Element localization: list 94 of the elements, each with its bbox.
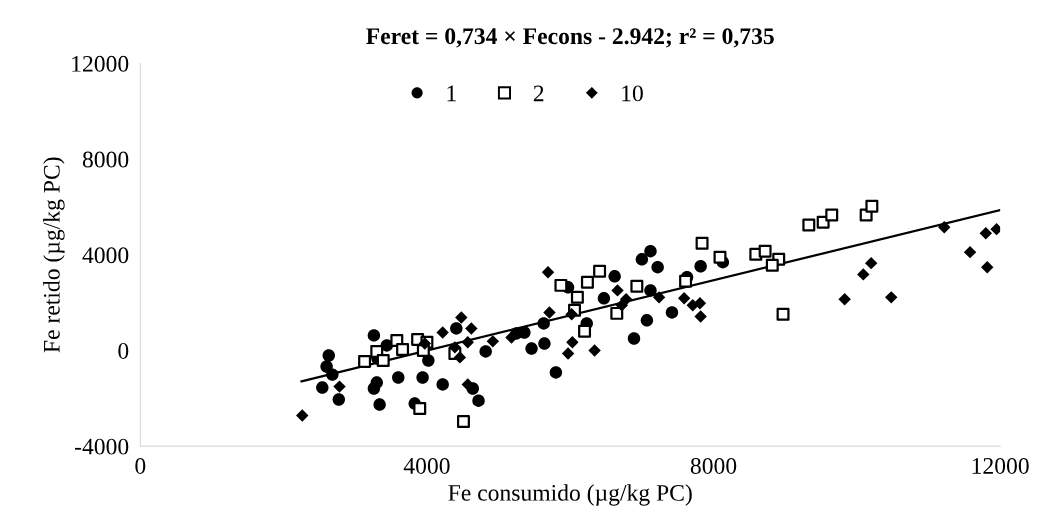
point <box>541 266 555 279</box>
legend-label: 1 <box>447 85 456 102</box>
point <box>713 250 727 264</box>
point <box>630 279 644 293</box>
point <box>644 284 657 297</box>
point <box>570 290 584 304</box>
point <box>326 368 339 381</box>
point <box>608 270 621 283</box>
point <box>979 227 993 240</box>
x-axis-title: Fe consumido (µg/kg PC) <box>448 484 692 506</box>
point <box>455 311 468 324</box>
point <box>316 381 329 394</box>
point <box>825 208 839 222</box>
point <box>566 336 579 349</box>
point <box>838 293 851 306</box>
legend-label: 10 <box>622 85 643 102</box>
point <box>990 222 1001 236</box>
point <box>456 415 470 429</box>
point <box>610 306 624 320</box>
point <box>651 260 664 274</box>
point <box>333 380 346 393</box>
point <box>543 306 556 319</box>
point <box>588 344 601 357</box>
point <box>677 292 691 305</box>
point <box>413 402 427 416</box>
x-tick-label: 0 <box>135 457 146 474</box>
point <box>864 256 878 270</box>
point <box>465 322 478 335</box>
point <box>554 278 568 292</box>
point <box>472 394 485 407</box>
point <box>679 274 693 288</box>
point <box>802 218 816 232</box>
point <box>565 308 578 321</box>
point <box>776 307 790 321</box>
point <box>479 345 492 358</box>
point <box>580 275 594 289</box>
y-tick-label: 4000 <box>82 247 129 264</box>
point <box>561 347 575 360</box>
point <box>611 284 624 297</box>
point <box>392 371 405 384</box>
point <box>448 341 462 354</box>
point <box>593 264 607 278</box>
y-tick-label: 0 <box>118 342 129 359</box>
point <box>758 244 772 258</box>
chart-title: Feret = 0,734 × Fecons - 2.942; r² = 0,735 <box>366 28 774 48</box>
x-tick-label: 4000 <box>403 457 450 474</box>
point <box>665 306 679 319</box>
point <box>695 236 709 250</box>
point <box>296 409 309 422</box>
point <box>865 199 879 213</box>
point <box>486 335 500 348</box>
point <box>693 297 707 310</box>
point <box>537 317 550 330</box>
point <box>652 291 666 304</box>
point <box>938 221 951 234</box>
point <box>635 253 649 266</box>
y-tick-label: 12000 <box>72 55 129 72</box>
point <box>981 260 994 274</box>
point <box>373 398 386 411</box>
legend-label: 2 <box>533 85 544 102</box>
point <box>332 393 345 406</box>
point <box>416 371 429 384</box>
point <box>578 324 592 338</box>
point <box>963 245 977 259</box>
point <box>615 299 629 312</box>
point <box>640 314 654 327</box>
y-axis-title: Fe retido (µg/kg PC) <box>43 157 65 353</box>
point <box>436 326 449 339</box>
y-tick-label: 8000 <box>82 151 129 168</box>
point <box>765 258 779 272</box>
point <box>461 336 474 349</box>
point <box>367 329 381 342</box>
point <box>694 260 707 273</box>
point <box>857 268 870 281</box>
point <box>538 337 551 350</box>
point <box>549 366 563 379</box>
x-tick-label: 8000 <box>690 457 737 474</box>
point <box>525 342 538 355</box>
point <box>322 349 335 362</box>
y-tick-label: -4000 <box>75 438 129 455</box>
point <box>453 351 467 364</box>
point <box>644 244 657 258</box>
point <box>358 354 372 368</box>
point <box>367 382 381 395</box>
point <box>376 354 390 367</box>
point <box>461 378 474 391</box>
point <box>436 378 449 391</box>
point <box>450 322 463 335</box>
point <box>627 332 641 345</box>
point <box>694 310 707 323</box>
point <box>396 343 410 356</box>
x-tick-label: 12000 <box>972 457 1029 474</box>
point <box>597 292 611 305</box>
point <box>885 291 898 304</box>
